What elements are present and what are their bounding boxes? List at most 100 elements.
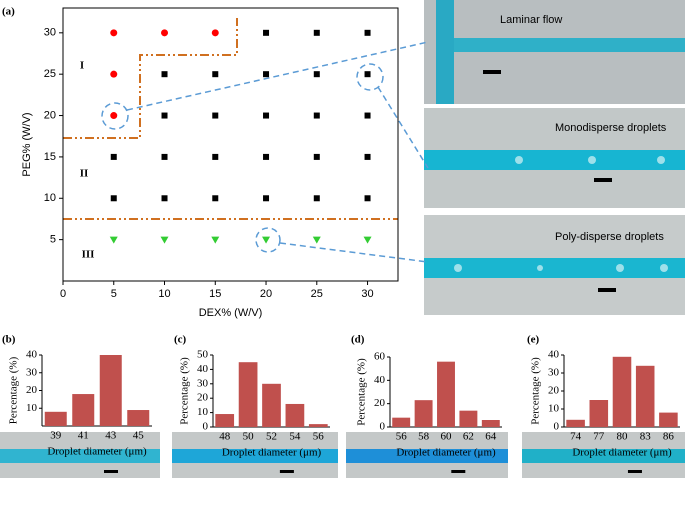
y-axis-label: Percentage (%) [8, 356, 20, 424]
droplet [657, 156, 665, 164]
y-tick-label: 0 [380, 421, 386, 433]
y-tick-label: 10 [548, 403, 560, 415]
x-tick-label: 25 [311, 288, 323, 300]
point [110, 153, 117, 160]
region-label: III [82, 249, 95, 261]
y-tick-label: 0 [203, 421, 209, 433]
x-tick-label: 50 [243, 431, 255, 443]
x-tick-label: 58 [418, 431, 430, 443]
x-tick-label: 56 [396, 431, 408, 443]
callout [377, 86, 429, 169]
plot-frame [62, 7, 399, 282]
channel [522, 449, 685, 463]
channel [424, 258, 685, 278]
point [313, 71, 320, 78]
point [364, 112, 371, 119]
bar [481, 420, 500, 427]
x-tick-label: 5 [111, 288, 117, 300]
x-tick-label: 43 [105, 430, 117, 442]
droplet [616, 264, 624, 272]
scale-bar [451, 470, 466, 473]
micrographs [0, 0, 685, 478]
y-tick-label: 10 [197, 406, 209, 418]
point [160, 236, 169, 244]
point [161, 29, 169, 37]
point [161, 71, 168, 78]
point [212, 112, 219, 119]
image-caption: Poly-disperse droplets [555, 231, 664, 243]
y-tick-label: 20 [44, 109, 56, 121]
x-tick-label: 0 [60, 288, 66, 300]
droplet [515, 156, 523, 164]
image-caption: Laminar flow [500, 14, 562, 26]
highlights [101, 41, 429, 263]
x-axis-label: DEX% (W/V) [199, 307, 263, 319]
y-tick-label: 20 [26, 384, 38, 396]
scale-bar [279, 470, 294, 473]
channel [436, 0, 454, 104]
y-tick-label: 0 [554, 421, 560, 433]
y-axis-label: Percentage (%) [179, 357, 191, 425]
x-tick-label: 77 [593, 431, 605, 443]
x-tick-label: 83 [640, 431, 652, 443]
bar [612, 356, 632, 427]
x-axis-label: Droplet diameter (μm) [396, 447, 496, 459]
bar [215, 414, 235, 427]
y-axis-label: PEG% (W/V) [21, 112, 33, 176]
point [263, 195, 270, 202]
channel [346, 449, 508, 463]
point [161, 195, 168, 202]
point [110, 29, 118, 37]
x-tick-label: 15 [209, 288, 221, 300]
scale-bar [627, 470, 642, 473]
bar [635, 365, 655, 427]
x-tick-label: 20 [260, 288, 272, 300]
point [263, 29, 270, 36]
bar [44, 411, 67, 426]
point [212, 71, 219, 78]
x-tick-label: 41 [78, 430, 89, 442]
x-axis-label: Droplet diameter (μm) [572, 447, 672, 459]
bar [566, 419, 585, 427]
y-tick-label: 30 [44, 27, 56, 39]
y-tick-label: 30 [548, 367, 560, 379]
point [212, 153, 219, 160]
x-tick-label: 30 [361, 288, 373, 300]
y-tick-label: 25 [44, 68, 56, 80]
point [211, 236, 220, 244]
bar [437, 361, 455, 427]
x-tick-label: 48 [219, 431, 231, 443]
point [313, 195, 320, 202]
region-label: II [80, 168, 89, 180]
point [110, 70, 118, 78]
bar [127, 410, 150, 426]
droplet [660, 264, 668, 272]
point [212, 195, 219, 202]
region-boundaries [63, 18, 398, 220]
y-tick-label: 15 [44, 151, 56, 163]
bar [285, 403, 305, 427]
panel-label: (d) [351, 334, 365, 346]
x-tick-label: 10 [158, 288, 170, 300]
x-tick-label: 80 [617, 431, 629, 443]
point [263, 153, 270, 160]
x-tick-label: 52 [266, 431, 277, 443]
image-caption: Monodisperse droplets [555, 122, 667, 134]
bar [72, 394, 95, 426]
x-tick-label: 56 [313, 431, 325, 443]
highlight [356, 63, 384, 91]
point [364, 29, 371, 36]
boundary [63, 18, 238, 139]
y-tick-label: 40 [548, 349, 560, 361]
callout [126, 41, 429, 111]
y-axis-label: Percentage (%) [530, 357, 542, 425]
region-label: I [80, 60, 84, 72]
point [161, 112, 168, 119]
point [313, 29, 320, 36]
x-tick-label: 74 [570, 431, 582, 443]
y-tick-label: 10 [26, 402, 38, 414]
x-tick-label: 45 [133, 430, 145, 442]
y-tick-label: 30 [197, 377, 209, 389]
channel [0, 449, 160, 463]
